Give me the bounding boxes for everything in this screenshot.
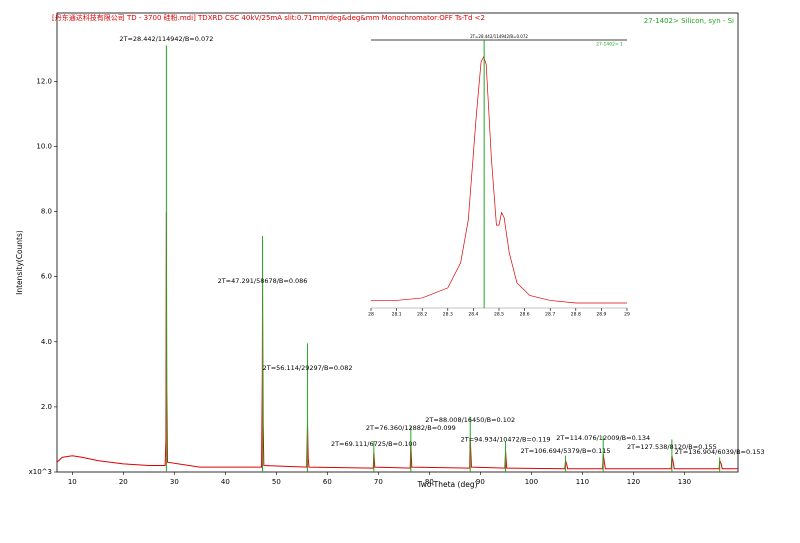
chart-title: [丹东通达科技有限公司 TD - 3700 硅粉.mdi] TDXRD CSC … xyxy=(52,13,485,22)
x-tick-label: 60 xyxy=(323,478,332,486)
x-tick-label: 28.7 xyxy=(545,312,555,318)
y-tick-label: 12.0 xyxy=(36,77,52,85)
x-tick-label: 30 xyxy=(170,478,179,486)
y-tick-label: 6.0 xyxy=(41,273,52,281)
x-tick-label: 28.9 xyxy=(596,312,606,318)
peak-label: 2T=56.114/29297/B=0.082 xyxy=(263,364,353,372)
x-axis-title: Two-Theta (deg) xyxy=(416,480,477,489)
plot-frame xyxy=(56,12,739,473)
peak-label: 2T=106.694/5379/B=0.115 xyxy=(521,447,611,455)
x-tick-label: 29 xyxy=(624,312,630,318)
pattern-line xyxy=(371,55,627,304)
peak-label: 2T=88.008/16450/B=0.102 xyxy=(425,416,515,424)
x-tick-label: 130 xyxy=(678,478,691,486)
x-tick-label: 110 xyxy=(576,478,589,486)
y-tick-label: 8.0 xyxy=(41,208,52,216)
legend-entry: 27-1402> 1 xyxy=(596,42,623,48)
legend-entry: 27-1402> Silicon, syn - Si xyxy=(644,17,734,25)
x-tick-label: 90 xyxy=(476,478,485,486)
x-tick-label: 28.4 xyxy=(468,312,478,318)
peak-label: 2T=69.111/6725/B=0.100 xyxy=(331,440,417,448)
x-tick-label: 120 xyxy=(627,478,640,486)
y-axis-title: Intensity(Counts) xyxy=(15,230,24,295)
x-tick-label: 28.6 xyxy=(520,312,530,318)
peak-label: 2T=47.291/58678/B=0.086 xyxy=(218,277,308,285)
x-tick-label: 28.3 xyxy=(443,312,453,318)
x-tick-label: 28 xyxy=(368,312,374,318)
y-tick-label: 4.0 xyxy=(41,338,52,346)
inset-title: 2T=28.442/114942/B=0.072 xyxy=(470,34,528,39)
y-tick-label: 10.0 xyxy=(36,142,52,150)
peak-label: 2T=127.538/8120/B=0.155 xyxy=(627,443,717,451)
x-tick-label: 40 xyxy=(221,478,230,486)
x-tick-label: 28.5 xyxy=(494,312,504,318)
x-tick-label: 28.8 xyxy=(571,312,581,318)
y-tick-label: x10^3 xyxy=(29,468,52,476)
x-tick-label: 50 xyxy=(272,478,281,486)
x-tick-label: 20 xyxy=(119,478,128,486)
x-tick-label: 100 xyxy=(525,478,538,486)
peak-label: 2T=94.934/10472/B=0.119 xyxy=(461,435,551,443)
y-tick-label: 2.0 xyxy=(41,403,52,411)
peak-label: 2T=114.076/12009/B=0.134 xyxy=(556,434,650,442)
peak-label: 2T=76.360/12882/B=0.099 xyxy=(366,424,456,432)
x-tick-label: 70 xyxy=(374,478,383,486)
x-tick-label: 28.1 xyxy=(392,312,402,318)
x-tick-label: 28.2 xyxy=(417,312,427,318)
x-tick-label: 10 xyxy=(68,478,77,486)
peak-label: 2T=136.904/6039/B=0.153 xyxy=(675,448,765,456)
peak-label: 2T=28.442/114942/B=0.072 xyxy=(119,35,213,43)
x-tick-label: 80 xyxy=(425,478,434,486)
